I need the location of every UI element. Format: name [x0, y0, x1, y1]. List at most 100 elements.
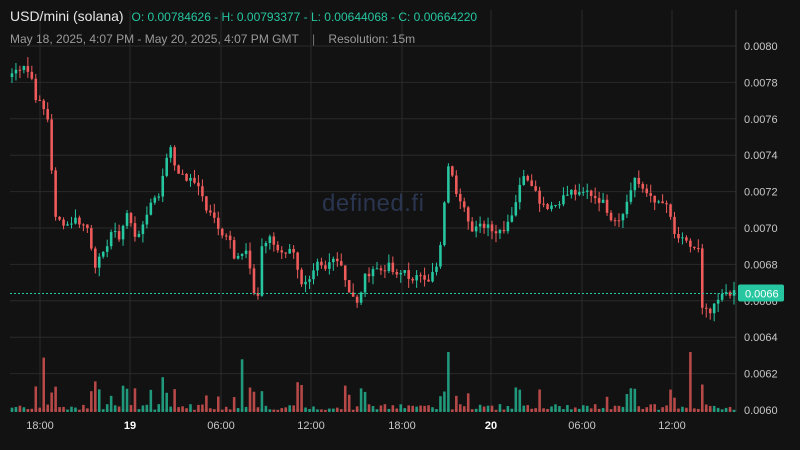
volume-bar [407, 405, 410, 412]
candle-body [197, 182, 200, 187]
candle-body [439, 245, 442, 267]
volume-bar [236, 408, 240, 412]
volume-bar [161, 377, 165, 412]
volume-bar [518, 389, 522, 412]
volume-bar [54, 386, 57, 412]
candle-body [42, 100, 46, 110]
candle-body [272, 236, 276, 245]
volume-bar [379, 405, 383, 412]
candle-body [236, 255, 240, 259]
candle-body [514, 202, 518, 216]
volume-bar [264, 405, 268, 412]
candle-body [296, 252, 299, 270]
candle-body [276, 244, 280, 251]
candle-body [117, 231, 121, 240]
candle-body [395, 271, 399, 275]
watermark: defined.fi [322, 190, 425, 217]
volume-bar [97, 389, 101, 412]
candle-body [78, 217, 81, 225]
separator: | [311, 32, 316, 46]
volume-bar [581, 405, 585, 412]
candle-body [578, 192, 581, 195]
x-tick-label: 06:00 [568, 420, 596, 432]
volume-bar [447, 352, 450, 412]
candle-body [574, 189, 577, 195]
volume-bar [669, 389, 672, 412]
volume-bar [117, 406, 121, 412]
volume-bar [343, 385, 347, 412]
volume-bar [38, 407, 42, 412]
candle-body [22, 66, 26, 71]
volume-bar [617, 405, 621, 412]
candle-body [256, 292, 260, 296]
candle-body [209, 210, 212, 213]
volume-bar [14, 406, 18, 412]
volume-bar [232, 397, 236, 412]
y-axis: 0.0080 0.0078 0.0076 0.0074 0.0072 0.0070 0.00… [744, 41, 778, 417]
chart-header: USD/mini (solana) O: 0.00784626 - H: 0.0… [10, 8, 477, 24]
volume-bar [86, 408, 89, 412]
volume-bar [514, 387, 518, 412]
volume-bar [189, 404, 192, 412]
candle-body [70, 223, 73, 225]
candle-body [462, 201, 466, 208]
volume-bar [502, 409, 506, 412]
volume-bar [411, 405, 414, 412]
candle-body [685, 237, 688, 241]
volume-bar [704, 404, 708, 412]
candle-body [66, 224, 69, 226]
candle-body [466, 207, 470, 222]
candle-body [101, 251, 105, 257]
volume-bar [137, 409, 141, 412]
candle-body [665, 203, 668, 205]
volume-bar [677, 408, 680, 412]
volume-bar [34, 386, 38, 412]
volume-bar [308, 408, 311, 412]
volume-bar [562, 409, 565, 412]
volume-bar [486, 405, 490, 412]
volume-bar [681, 406, 684, 412]
volume-bar [272, 409, 276, 412]
candle-body [447, 166, 450, 203]
candle-body [332, 258, 335, 263]
candle-body [54, 170, 57, 217]
volume-bar [550, 406, 553, 412]
volume-bar [712, 405, 716, 412]
volume-bar [78, 409, 81, 412]
volume-bar [30, 408, 34, 412]
candle-body [240, 253, 244, 256]
candle-body [570, 189, 573, 195]
x-axis: 18:00 19 06:00 12:00 18:00 20 06:00 12:00 [26, 420, 686, 432]
candle-body [260, 246, 264, 296]
volume-bar [451, 409, 454, 412]
volume-bar [490, 405, 494, 412]
volume-bar [332, 408, 335, 412]
current-price-label: 0.0066 [738, 284, 784, 302]
candle-body [38, 100, 42, 102]
candle-body [105, 246, 109, 252]
candle-body [697, 248, 700, 250]
candle-body [423, 275, 426, 280]
volume-bar [109, 395, 113, 412]
candle-body [415, 275, 418, 281]
volume-bar [542, 408, 545, 412]
volume-bar [423, 405, 426, 412]
candle-body [637, 177, 641, 185]
volume-bar [300, 384, 303, 412]
volume-bar [455, 395, 458, 412]
volume-bar [466, 393, 470, 412]
candle-body [264, 243, 268, 247]
candle-body [371, 269, 375, 277]
volume-bar [42, 357, 46, 412]
candle-body [522, 176, 526, 185]
volume-bar [482, 406, 486, 412]
candle-body [554, 204, 557, 206]
volume-bar [653, 404, 656, 412]
x-tick-label: 12:00 [658, 420, 686, 432]
volume-bar [399, 404, 403, 412]
candle-body [74, 217, 77, 224]
volume-bar [510, 408, 514, 412]
candle-body [399, 272, 403, 275]
candle-body [185, 173, 188, 181]
